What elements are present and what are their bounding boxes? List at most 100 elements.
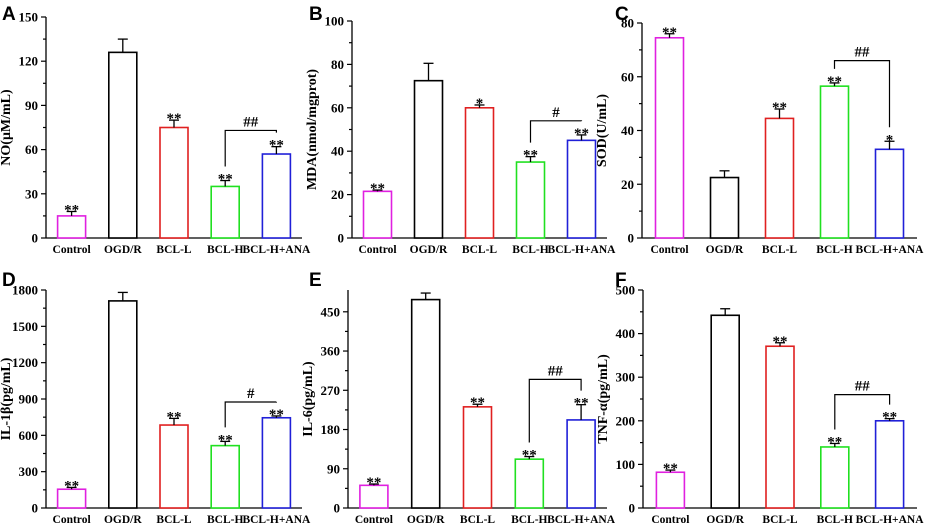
- bar-bcl-l: [159, 424, 189, 509]
- significance-mark: **: [370, 181, 385, 197]
- x-tick-label: BCL-H+ANA: [547, 514, 616, 526]
- y-tick-label: 0: [628, 231, 635, 246]
- bar-control: [654, 36, 685, 239]
- x-tick-label: BCL-H+ANA: [856, 244, 925, 256]
- y-tick-label: 40: [331, 144, 344, 159]
- bar-bcl-l: [764, 117, 795, 239]
- panel-d: D 0 300 600 900 1200 1500 1800 IL-1β(pg/mL) ** Con…: [0, 270, 311, 526]
- y-tick-label: 360: [321, 344, 341, 359]
- x-tick-label: BCL-H: [512, 244, 548, 256]
- x-tick-label: Control: [53, 514, 91, 526]
- significance-mark: **: [662, 25, 677, 41]
- y-tick-label: 0: [338, 231, 345, 246]
- comparison-bracket: [834, 394, 891, 430]
- y-tick-label: 0: [32, 231, 39, 246]
- bar-ogd-r: [108, 51, 138, 239]
- bar-ogd-r: [709, 176, 740, 239]
- x-tick-label: BCL-L: [156, 514, 191, 526]
- y-axis-label: IL-1β(pg/mL): [0, 357, 14, 440]
- significance-mark: **: [218, 432, 233, 448]
- x-tick-label: BCL-L: [762, 244, 797, 256]
- bar-bcl-l: [159, 126, 189, 239]
- y-tick-label: 30: [25, 186, 38, 201]
- y-tick-label: 100: [616, 457, 636, 472]
- panel-a: A 0 30 60 90 120 150 NO(μM/mL) ** Control OGD/R ** B…: [0, 4, 311, 256]
- y-tick-label: 60: [331, 100, 344, 115]
- y-tick-label: 20: [331, 187, 344, 202]
- panel-letter: E: [309, 270, 322, 291]
- y-tick-label: 100: [325, 14, 345, 29]
- x-tick-label: BCL-H: [817, 514, 853, 526]
- y-axis-label: IL-6(pg/mL): [301, 361, 316, 437]
- significance-mark: *: [886, 132, 894, 148]
- significance-mark: **: [772, 100, 787, 116]
- x-tick-label: Control: [355, 514, 393, 526]
- x-tick-label: BCL-H+ANA: [856, 514, 925, 526]
- panel-e: E 0 90 180 270 360 450 IL-6(pg/mL) ** Control OGD/…: [301, 270, 616, 526]
- bar-ogd-r: [108, 300, 138, 509]
- x-tick-label: OGD/R: [104, 514, 142, 526]
- comparison-bracket: [529, 120, 583, 143]
- y-tick-label: 270: [321, 383, 341, 398]
- x-tick-label: Control: [651, 514, 689, 526]
- y-tick-label: 600: [19, 428, 39, 443]
- bar-bcl-h: [210, 444, 240, 509]
- bar-control: [362, 190, 393, 239]
- panel-letter: F: [615, 270, 627, 291]
- x-tick-label: OGD/R: [104, 244, 142, 256]
- significance-mark: **: [366, 475, 381, 491]
- y-tick-label: 90: [25, 98, 38, 113]
- significance-mark: **: [663, 461, 678, 477]
- bracket-label: ##: [855, 45, 871, 61]
- bar-bcl-h: [515, 161, 546, 239]
- x-tick-label: BCL-H: [511, 514, 547, 526]
- bracket-label: ##: [243, 114, 259, 130]
- significance-mark: **: [574, 126, 589, 142]
- x-tick-label: BCL-H: [816, 244, 852, 256]
- significance-mark: **: [470, 395, 485, 411]
- panel-letter: D: [2, 270, 16, 291]
- y-tick-label: 40: [621, 123, 634, 138]
- y-tick-label: 120: [19, 54, 39, 69]
- y-axis-label: TNF-α(pg/mL): [596, 354, 611, 444]
- bracket-label: #: [552, 105, 560, 121]
- x-tick-label: BCL-L: [156, 244, 191, 256]
- y-tick-label: 90: [327, 461, 340, 476]
- bar-ogd-r: [710, 314, 741, 509]
- bar-bcl-h-ana: [566, 139, 597, 239]
- y-tick-label: 60: [621, 69, 634, 84]
- y-tick-label: 0: [334, 501, 341, 516]
- y-tick-label: 1500: [12, 319, 38, 334]
- y-tick-label: 500: [616, 283, 636, 298]
- bar-bcl-h-ana: [874, 419, 905, 509]
- bar-bcl-h-ana: [566, 419, 596, 509]
- bar-ogd-r: [413, 79, 444, 239]
- significance-mark: **: [167, 409, 182, 425]
- y-axis-label: SOD(U/mL): [595, 94, 610, 167]
- significance-mark: **: [882, 410, 897, 426]
- x-tick-label: BCL-L: [460, 514, 495, 526]
- y-tick-label: 300: [19, 464, 39, 479]
- y-tick-label: 200: [616, 413, 636, 428]
- panel-letter: B: [309, 4, 323, 25]
- panel-b: B 0 20 40 60 80 100 MDA(nmol/mgprot) ** Control OG…: [305, 4, 616, 256]
- x-tick-label: OGD/R: [410, 244, 448, 256]
- bar-bcl-h: [819, 446, 850, 509]
- panel-letter: C: [615, 4, 629, 25]
- bracket-label: ##: [548, 363, 564, 379]
- bar-bcl-h: [514, 458, 545, 509]
- comparison-bracket: [528, 378, 582, 443]
- x-tick-label: OGD/R: [706, 514, 744, 526]
- significance-mark: **: [827, 434, 842, 450]
- x-tick-label: Control: [650, 244, 688, 256]
- y-tick-label: 20: [621, 177, 634, 192]
- x-tick-label: BCL-H+ANA: [242, 514, 311, 526]
- bar-control: [655, 471, 686, 509]
- y-tick-label: 450: [321, 304, 341, 319]
- x-tick-label: BCL-H: [207, 514, 243, 526]
- significance-mark: **: [167, 111, 182, 127]
- y-tick-label: 0: [629, 501, 636, 516]
- significance-mark: **: [64, 478, 79, 494]
- x-tick-label: OGD/R: [407, 514, 445, 526]
